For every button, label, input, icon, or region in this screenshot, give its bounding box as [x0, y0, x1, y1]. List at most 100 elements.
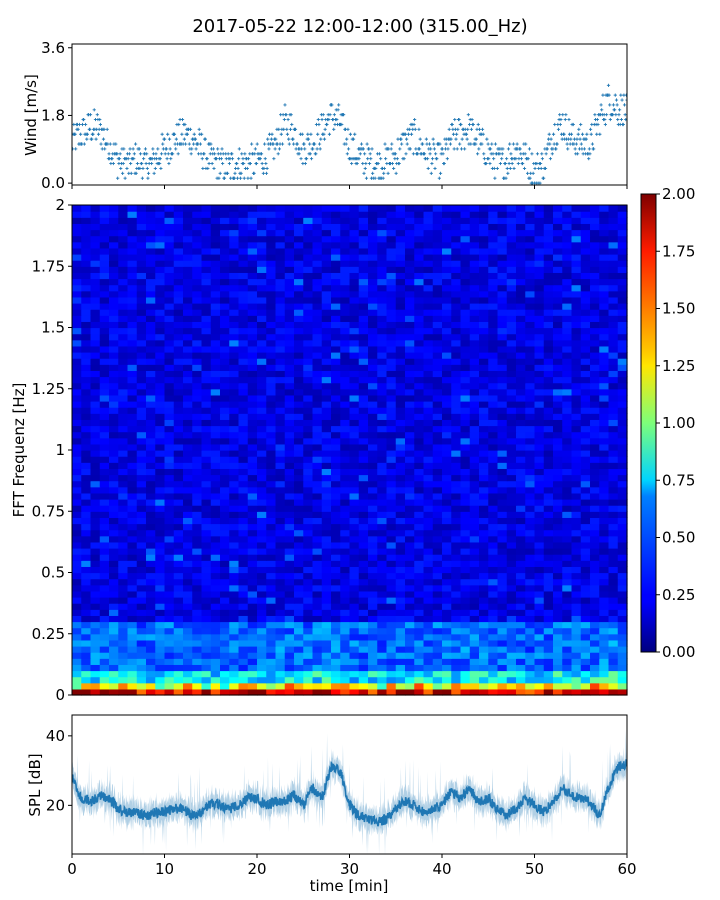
spectrogram-cell — [534, 584, 545, 592]
spectrogram-cell — [432, 327, 443, 335]
spectrogram-cell — [562, 425, 573, 433]
spectrogram-cell — [506, 437, 517, 445]
spectrogram-cell — [118, 658, 129, 665]
spectrogram-cell — [543, 290, 554, 298]
wind-point — [613, 93, 617, 97]
spectrogram-cell — [220, 425, 230, 433]
spectrogram-cell — [247, 456, 258, 463]
spectrogram-cell — [118, 407, 129, 414]
wind-point — [426, 166, 430, 171]
spectrogram-cell — [562, 394, 573, 402]
spectrogram-cell — [303, 621, 314, 629]
spectrogram-cell — [405, 621, 415, 629]
spectrogram-cell — [72, 388, 82, 396]
wind-point — [253, 147, 257, 151]
spectrogram-cell — [331, 364, 341, 371]
spectrogram-cell — [210, 646, 221, 653]
spectrogram-cell — [377, 382, 388, 390]
spectrogram-cell — [266, 339, 277, 347]
spectrogram-cell — [377, 682, 388, 690]
spectrogram-cell — [506, 401, 517, 408]
spectrogram-cell — [312, 590, 323, 598]
spectrogram-cell — [599, 658, 610, 665]
spectrogram-cell — [136, 321, 147, 329]
spectrogram-cell — [395, 627, 406, 635]
spectrogram-cell — [432, 603, 443, 610]
spectrogram-cell — [488, 290, 499, 298]
spectrogram-cell — [368, 511, 378, 518]
wind-point — [624, 93, 627, 97]
spectrogram-cell — [303, 462, 314, 469]
spectrogram-cell — [118, 278, 129, 286]
spectrogram-cell — [608, 505, 619, 512]
spectrogram-cell — [229, 639, 240, 647]
spectrogram-cell — [377, 584, 388, 592]
spectrogram-cell — [192, 456, 203, 463]
spectrogram-cell — [192, 676, 203, 684]
spectrogram-cell — [516, 688, 526, 696]
spectrogram-cell — [562, 462, 573, 469]
spectrogram-cell — [81, 541, 92, 549]
wind-point — [192, 132, 196, 136]
spectrogram-cell — [294, 419, 304, 427]
spectrogram-cell — [294, 339, 304, 347]
wind-point — [434, 152, 438, 156]
spectrogram-cell — [386, 621, 397, 629]
spectrogram-cell — [506, 315, 517, 322]
wind-point — [543, 166, 548, 171]
spectrogram-cell — [506, 633, 517, 641]
spectrogram-cell — [349, 462, 360, 469]
spectrogram-cell — [349, 468, 360, 476]
spectrogram-cell — [284, 658, 295, 665]
spectrogram-cell — [534, 413, 545, 420]
spectrogram-cell — [183, 578, 193, 586]
spectrogram-cell — [146, 468, 156, 476]
wind-point — [482, 157, 486, 161]
spectrogram-cell — [275, 523, 286, 531]
wind-point — [102, 127, 106, 131]
spectrogram-cell — [257, 670, 267, 678]
spectrogram-cell — [608, 413, 619, 420]
spectrogram-cell — [90, 560, 101, 567]
spectrogram-cell — [405, 407, 415, 414]
wind-point — [428, 152, 432, 156]
spectrogram-cell — [275, 284, 286, 292]
spectrogram-cell — [423, 327, 434, 335]
spectrogram-cell — [580, 321, 591, 329]
wind-point — [482, 152, 486, 156]
spectrogram-cell — [571, 633, 582, 641]
spectrogram-cell — [238, 352, 249, 359]
spectrogram-cell — [210, 456, 221, 463]
spectrogram-cell — [229, 572, 240, 580]
spectrogram-cell — [405, 670, 415, 678]
spectrogram-cell — [516, 358, 526, 365]
spectrogram-cell — [469, 401, 480, 408]
spectrogram-cell — [81, 597, 92, 604]
spectrogram-cell — [562, 296, 573, 304]
spectrogram-cell — [210, 333, 221, 341]
spectrogram-cell — [321, 364, 332, 371]
wind-point — [422, 152, 427, 156]
spectrogram-cell — [479, 584, 489, 592]
spectrogram-cell — [377, 492, 388, 500]
spectrogram-cell — [580, 639, 591, 647]
spectrogram-cell — [247, 296, 258, 304]
spectrogram-cell — [284, 548, 295, 555]
spectrogram-cell — [553, 394, 563, 402]
spectrogram-cell — [497, 364, 508, 371]
spectrogram-cell — [442, 474, 452, 482]
spectrogram-cell — [460, 474, 471, 482]
spectrogram-cell — [617, 431, 628, 439]
spectrogram-cell — [414, 578, 425, 586]
spectrogram-cell — [303, 597, 314, 604]
spectrogram-cell — [192, 364, 203, 371]
spectrogram-cell — [377, 290, 388, 298]
wind-point — [320, 117, 324, 122]
spectrogram-cell — [136, 597, 147, 604]
spectrogram-cell — [201, 315, 212, 322]
spectrogram-cell — [580, 437, 591, 445]
spectrogram-cell — [451, 376, 462, 384]
spectrogram-cell — [386, 554, 397, 561]
wind-point — [153, 166, 157, 171]
spectrogram-cell — [460, 296, 471, 304]
